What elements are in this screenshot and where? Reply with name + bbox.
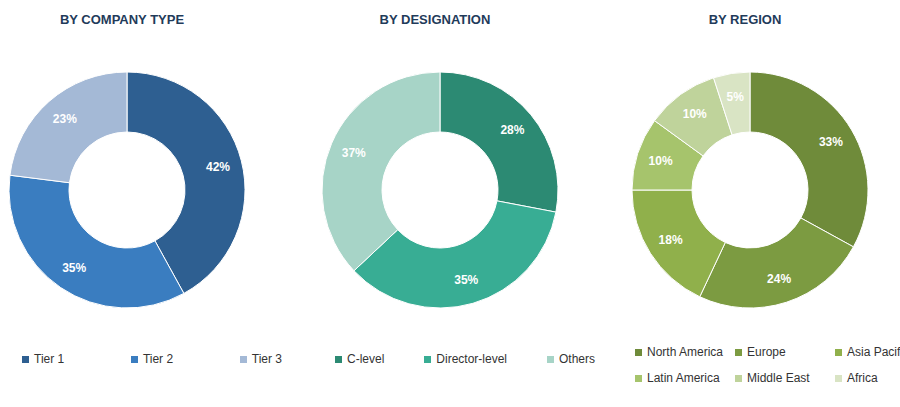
html-text:C-level: C-level bbox=[347, 352, 385, 366]
html-text:Africa: Africa bbox=[847, 371, 878, 385]
html-text:BY REGION: BY REGION bbox=[708, 12, 782, 27]
svg-text:18%: 18% bbox=[659, 233, 683, 247]
svg-text:28%: 28% bbox=[500, 123, 524, 137]
svg-text:35%: 35% bbox=[62, 261, 86, 275]
svg-text:10%: 10% bbox=[683, 107, 707, 121]
html-text:Others: Others bbox=[559, 352, 595, 366]
html-text:Latin America: Latin America bbox=[647, 371, 720, 385]
html-text:Director-level: Director-level bbox=[436, 352, 507, 366]
svg-text:42%: 42% bbox=[206, 160, 230, 174]
html-text:North America: North America bbox=[647, 345, 723, 359]
svg-text:33%: 33% bbox=[819, 135, 843, 149]
svg-text:10%: 10% bbox=[649, 154, 673, 168]
html-text:Middle East: Middle East bbox=[747, 371, 810, 385]
html-text:BY DESIGNATION: BY DESIGNATION bbox=[379, 12, 491, 27]
svg-text:35%: 35% bbox=[454, 273, 478, 287]
svg-text:5%: 5% bbox=[727, 90, 745, 104]
svg-text:24%: 24% bbox=[767, 272, 791, 286]
html-text:Tier 2: Tier 2 bbox=[142, 352, 174, 366]
svg-text:23%: 23% bbox=[53, 112, 77, 126]
svg-text:37%: 37% bbox=[342, 146, 366, 160]
html-text:Tier 3: Tier 3 bbox=[251, 352, 282, 366]
html-text:BY COMPANY TYPE: BY COMPANY TYPE bbox=[59, 12, 185, 27]
html-text:Tier 1: Tier 1 bbox=[34, 352, 65, 366]
html-text:Europe: Europe bbox=[747, 345, 786, 359]
